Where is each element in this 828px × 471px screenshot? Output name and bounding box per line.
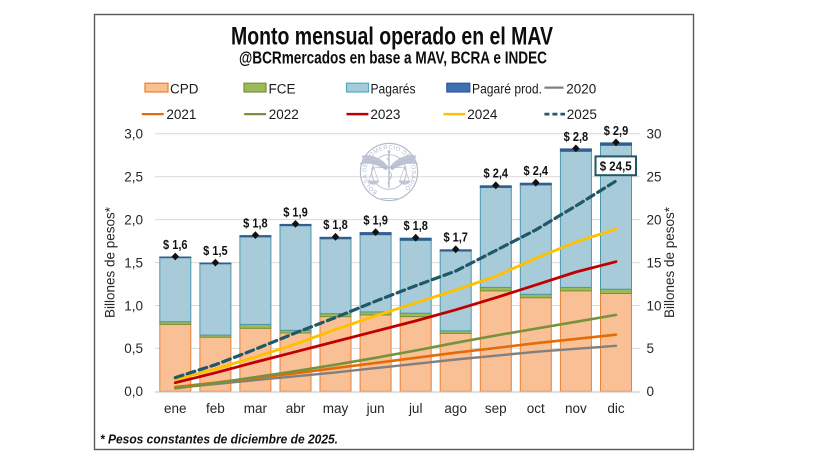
svg-text:@BCRmercados en base a MAV, BC: @BCRmercados en base a MAV, BCRA e INDEC xyxy=(239,48,547,68)
svg-text:2024: 2024 xyxy=(467,107,498,122)
svg-text:$ 2,4: $ 2,4 xyxy=(484,167,509,181)
svg-text:FCE: FCE xyxy=(269,82,296,97)
svg-text:Pagarés: Pagarés xyxy=(371,82,416,97)
svg-text:Pagaré prod.: Pagaré prod. xyxy=(472,82,542,97)
svg-text:30: 30 xyxy=(647,127,662,142)
svg-text:jun: jun xyxy=(366,401,385,416)
svg-text:2023: 2023 xyxy=(370,107,400,122)
svg-text:1,0: 1,0 xyxy=(124,298,143,313)
svg-text:ene: ene xyxy=(164,401,187,416)
svg-text:$ 2,8: $ 2,8 xyxy=(564,130,589,144)
svg-text:0,5: 0,5 xyxy=(124,341,143,356)
svg-text:2022: 2022 xyxy=(269,107,299,122)
svg-text:$ 1,8: $ 1,8 xyxy=(243,217,268,231)
svg-text:2025: 2025 xyxy=(567,107,597,122)
svg-text:jul: jul xyxy=(408,401,423,416)
svg-text:Monto mensual operado en el MA: Monto mensual operado en el MAV xyxy=(231,22,553,50)
svg-text:25: 25 xyxy=(647,170,662,185)
svg-text:5: 5 xyxy=(647,341,655,356)
svg-text:sep: sep xyxy=(485,401,507,416)
svg-text:dic: dic xyxy=(607,401,625,416)
svg-text:$ 24,5: $ 24,5 xyxy=(600,159,632,173)
svg-text:10: 10 xyxy=(647,298,662,313)
svg-text:* Pesos constantes de diciembr: * Pesos constantes de diciembre de 2025. xyxy=(100,432,338,447)
svg-text:2020: 2020 xyxy=(566,82,596,97)
svg-text:2021: 2021 xyxy=(166,107,196,122)
svg-text:nov: nov xyxy=(565,401,587,416)
svg-text:0,0: 0,0 xyxy=(124,384,143,399)
svg-text:$ 1,8: $ 1,8 xyxy=(403,219,428,233)
svg-text:$ 1,5: $ 1,5 xyxy=(203,244,228,258)
svg-text:mar: mar xyxy=(244,401,268,416)
svg-text:$ 1,9: $ 1,9 xyxy=(283,205,308,219)
svg-text:Billones de pesos*: Billones de pesos* xyxy=(662,206,677,318)
svg-text:$ 1,7: $ 1,7 xyxy=(443,231,468,245)
svg-text:1,5: 1,5 xyxy=(124,255,143,270)
svg-text:$ 1,9: $ 1,9 xyxy=(363,214,388,228)
svg-text:0: 0 xyxy=(647,384,655,399)
svg-text:$ 2,4: $ 2,4 xyxy=(524,164,549,178)
svg-text:CPD: CPD xyxy=(170,82,199,97)
svg-text:Billones de pesos*: Billones de pesos* xyxy=(103,206,118,318)
svg-text:oct: oct xyxy=(527,401,545,416)
svg-text:may: may xyxy=(323,401,349,416)
svg-text:$ 2,9: $ 2,9 xyxy=(604,124,629,138)
svg-text:2,0: 2,0 xyxy=(124,212,143,227)
svg-text:15: 15 xyxy=(647,255,662,270)
svg-text:3,0: 3,0 xyxy=(124,127,143,142)
svg-text:feb: feb xyxy=(206,401,225,416)
svg-text:20: 20 xyxy=(647,212,662,227)
svg-text:$ 1,8: $ 1,8 xyxy=(323,218,348,232)
svg-text:$ 1,6: $ 1,6 xyxy=(163,238,188,252)
svg-text:2,5: 2,5 xyxy=(124,170,143,185)
svg-text:ago: ago xyxy=(444,401,467,416)
svg-text:abr: abr xyxy=(286,401,306,416)
